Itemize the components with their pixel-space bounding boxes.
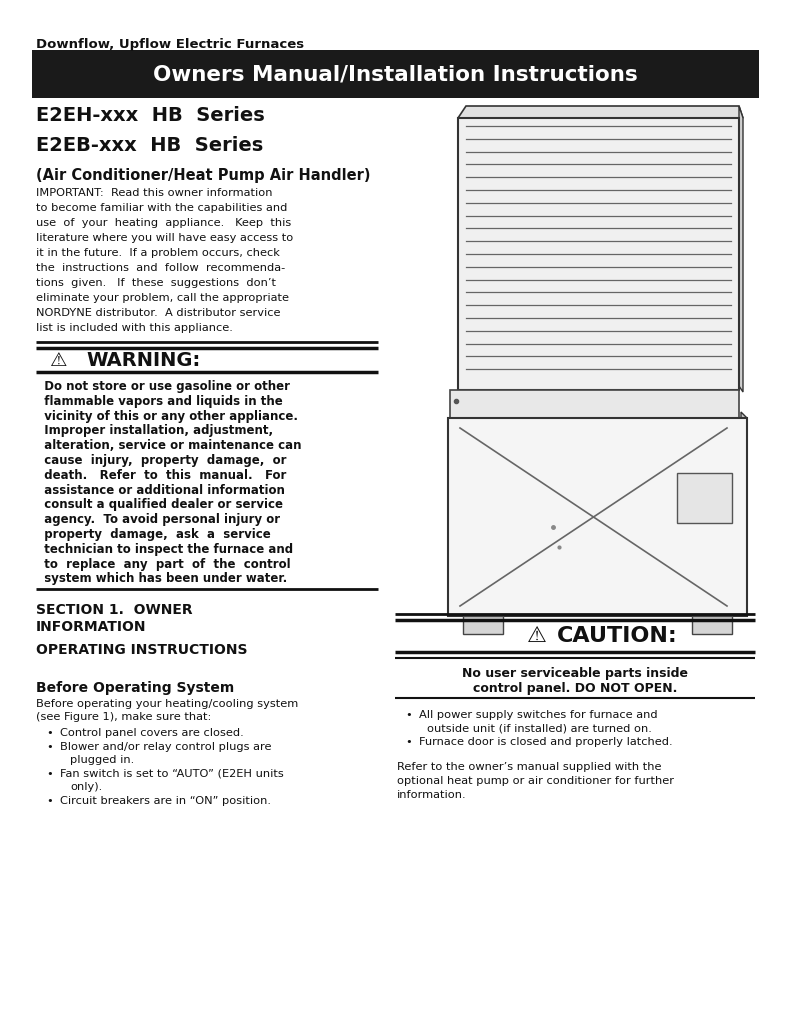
Text: WARNING:: WARNING: — [86, 350, 200, 370]
Text: Control panel covers are closed.: Control panel covers are closed. — [60, 728, 244, 738]
Text: ⚠: ⚠ — [50, 350, 67, 370]
Text: Furnace door is closed and properly latched.: Furnace door is closed and properly latc… — [419, 737, 672, 746]
Text: consult a qualified dealer or service: consult a qualified dealer or service — [36, 499, 283, 511]
Text: to become familiar with the capabilities and: to become familiar with the capabilities… — [36, 203, 287, 213]
Text: •: • — [405, 710, 412, 720]
Bar — [448, 418, 747, 616]
Text: the  instructions  and  follow  recommenda-: the instructions and follow recommenda- — [36, 263, 286, 273]
Text: eliminate your problem, call the appropriate: eliminate your problem, call the appropr… — [36, 293, 289, 303]
Text: (see Figure 1), make sure that:: (see Figure 1), make sure that: — [36, 713, 211, 722]
Text: Blower and/or relay control plugs are: Blower and/or relay control plugs are — [60, 741, 271, 752]
Text: (Air Conditioner/Heat Pump Air Handler): (Air Conditioner/Heat Pump Air Handler) — [36, 168, 370, 183]
Text: cause  injury,  property  damage,  or: cause injury, property damage, or — [36, 454, 286, 467]
Text: •: • — [46, 728, 53, 738]
Text: •: • — [46, 769, 53, 778]
Text: list is included with this appliance.: list is included with this appliance. — [36, 323, 233, 333]
Text: Fan switch is set to “AUTO” (E2EH units: Fan switch is set to “AUTO” (E2EH units — [60, 769, 284, 778]
Text: plugged in.: plugged in. — [70, 755, 134, 765]
Text: •: • — [405, 737, 412, 746]
Text: to  replace  any  part  of  the  control: to replace any part of the control — [36, 558, 290, 570]
Text: E2EH-xxx  HB  Series: E2EH-xxx HB Series — [36, 106, 265, 125]
Text: death.   Refer  to  this  manual.   For: death. Refer to this manual. For — [36, 469, 286, 482]
Text: IMPORTANT:  Read this owner information: IMPORTANT: Read this owner information — [36, 188, 273, 198]
Text: No user serviceable parts inside: No user serviceable parts inside — [462, 667, 688, 680]
Text: outside unit (if installed) are turned on.: outside unit (if installed) are turned o… — [427, 724, 652, 733]
Bar — [692, 616, 732, 634]
Text: assistance or additional information: assistance or additional information — [36, 483, 285, 497]
Text: Owners Manual/Installation Instructions: Owners Manual/Installation Instructions — [153, 63, 638, 84]
Text: property  damage,  ask  a  service: property damage, ask a service — [36, 528, 271, 541]
Text: INFORMATION: INFORMATION — [36, 621, 146, 634]
Text: flammable vapors and liquids in the: flammable vapors and liquids in the — [36, 395, 282, 408]
Text: control panel. DO NOT OPEN.: control panel. DO NOT OPEN. — [473, 682, 677, 695]
Text: optional heat pump or air conditioner for further: optional heat pump or air conditioner fo… — [397, 776, 674, 786]
Text: Do not store or use gasoline or other: Do not store or use gasoline or other — [36, 380, 290, 393]
Text: information.: information. — [397, 790, 467, 800]
Text: tions  given.   If  these  suggestions  don’t: tions given. If these suggestions don’t — [36, 278, 276, 288]
Polygon shape — [739, 106, 743, 392]
Bar — [677, 473, 732, 523]
Text: use  of  your  heating  appliance.   Keep  this: use of your heating appliance. Keep this — [36, 218, 291, 228]
Text: •: • — [46, 741, 53, 752]
Text: E2EB-xxx  HB  Series: E2EB-xxx HB Series — [36, 136, 263, 155]
Polygon shape — [741, 412, 747, 616]
Text: NORDYNE distributor.  A distributor service: NORDYNE distributor. A distributor servi… — [36, 308, 281, 318]
Text: literature where you will have easy access to: literature where you will have easy acce… — [36, 233, 293, 243]
Text: agency.  To avoid personal injury or: agency. To avoid personal injury or — [36, 513, 280, 526]
Text: ⚠: ⚠ — [527, 626, 547, 646]
Text: Circuit breakers are in “ON” position.: Circuit breakers are in “ON” position. — [60, 796, 271, 806]
Text: All power supply switches for furnace and: All power supply switches for furnace an… — [419, 710, 657, 720]
Text: it in the future.  If a problem occurs, check: it in the future. If a problem occurs, c… — [36, 248, 280, 258]
Polygon shape — [458, 106, 743, 118]
Text: Refer to the owner’s manual supplied with the: Refer to the owner’s manual supplied wit… — [397, 763, 661, 772]
Text: alteration, service or maintenance can: alteration, service or maintenance can — [36, 439, 301, 453]
Text: Improper installation, adjustment,: Improper installation, adjustment, — [36, 424, 273, 437]
Text: system which has been under water.: system which has been under water. — [36, 572, 287, 586]
Text: Downflow, Upflow Electric Furnaces: Downflow, Upflow Electric Furnaces — [36, 38, 304, 51]
Bar — [458, 118, 739, 390]
Text: CAUTION:: CAUTION: — [557, 626, 678, 646]
Bar — [32, 50, 759, 98]
Bar — [463, 616, 503, 634]
Text: technician to inspect the furnace and: technician to inspect the furnace and — [36, 543, 293, 556]
Bar — [450, 390, 739, 418]
Text: SECTION 1.  OWNER: SECTION 1. OWNER — [36, 603, 193, 617]
Text: OPERATING INSTRUCTIONS: OPERATING INSTRUCTIONS — [36, 643, 248, 657]
Text: •: • — [46, 796, 53, 806]
Text: only).: only). — [70, 782, 102, 793]
Text: Before operating your heating/cooling system: Before operating your heating/cooling sy… — [36, 699, 298, 710]
Text: vicinity of this or any other appliance.: vicinity of this or any other appliance. — [36, 410, 298, 423]
Text: Before Operating System: Before Operating System — [36, 681, 234, 695]
